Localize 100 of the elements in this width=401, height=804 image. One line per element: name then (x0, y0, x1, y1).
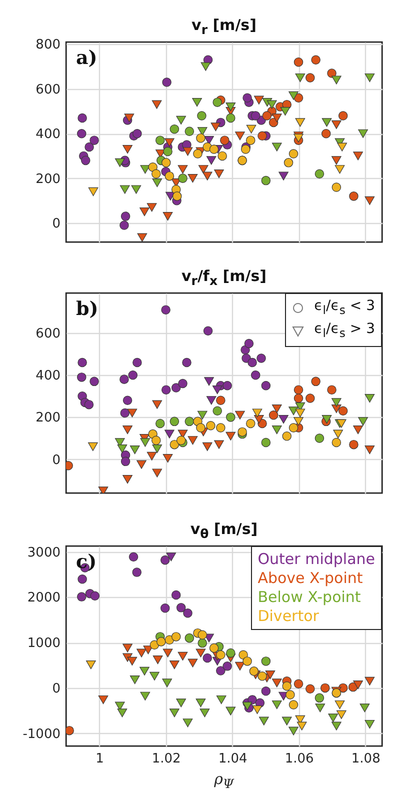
point (246, 124, 256, 134)
point (130, 446, 140, 454)
point (235, 132, 245, 140)
point (332, 76, 342, 84)
point (114, 158, 125, 167)
point (166, 552, 176, 562)
point (288, 726, 298, 736)
point (242, 656, 252, 666)
point (282, 682, 292, 691)
y-tick-label: 800 (36, 38, 60, 53)
point (314, 693, 324, 703)
point (254, 415, 264, 424)
point (178, 430, 188, 438)
point (160, 555, 170, 565)
point (156, 136, 165, 145)
point (196, 133, 206, 143)
point (216, 695, 226, 704)
point (322, 118, 332, 127)
point (272, 426, 282, 434)
point (248, 358, 257, 368)
point (261, 656, 271, 666)
point (77, 372, 86, 382)
point (226, 102, 236, 112)
point (137, 233, 148, 242)
point (130, 675, 140, 684)
point (152, 468, 162, 478)
point (164, 138, 174, 147)
point (156, 418, 165, 428)
point (261, 686, 271, 696)
point (146, 452, 157, 460)
point (178, 165, 188, 174)
point (238, 650, 248, 660)
y-tick-label: 400 (36, 368, 60, 384)
x-tick-label: 1.06 (284, 752, 314, 766)
point (206, 156, 216, 165)
point (216, 650, 226, 660)
point (250, 370, 260, 380)
point (78, 358, 87, 368)
point (120, 185, 130, 194)
point (311, 376, 320, 386)
point (235, 410, 245, 420)
point (265, 670, 276, 680)
point (252, 408, 262, 418)
point (338, 111, 348, 120)
point (272, 404, 282, 414)
point (182, 358, 192, 368)
point (136, 460, 146, 469)
point (132, 568, 142, 577)
point (188, 658, 198, 668)
point (188, 174, 198, 183)
point (349, 440, 358, 450)
point (348, 682, 358, 692)
point (184, 416, 194, 426)
point (353, 152, 363, 160)
point (332, 722, 342, 730)
point (163, 146, 172, 156)
point (182, 718, 193, 728)
point (214, 170, 224, 178)
text: Above X-point (258, 569, 363, 588)
point (90, 376, 99, 386)
point (127, 408, 138, 418)
point (364, 720, 375, 729)
point (117, 708, 128, 718)
point (184, 126, 194, 136)
point (272, 114, 282, 122)
point (117, 444, 128, 454)
point (338, 406, 348, 416)
point (197, 127, 208, 136)
point (212, 386, 222, 394)
annotation: c) (76, 551, 97, 573)
point (282, 716, 292, 726)
point (295, 408, 306, 418)
point (220, 136, 230, 145)
point (202, 172, 212, 180)
point (182, 147, 193, 156)
y-tick-label: 0 (52, 681, 60, 696)
point (136, 648, 146, 658)
point (226, 412, 236, 422)
point (161, 305, 170, 314)
point (86, 660, 96, 670)
y-tick-label: 200 (36, 172, 60, 187)
point (246, 418, 256, 428)
point (320, 683, 330, 693)
point (288, 91, 298, 100)
point (315, 704, 326, 712)
point (122, 396, 132, 405)
point (226, 113, 236, 123)
point (152, 656, 163, 664)
point (284, 158, 294, 168)
point (132, 129, 142, 138)
point (178, 174, 188, 183)
point (358, 129, 368, 138)
point (170, 440, 180, 450)
annotation: a) (76, 47, 98, 69)
point (258, 131, 267, 140)
point (306, 394, 315, 403)
point (124, 114, 134, 122)
y-tick-label: 600 (36, 82, 60, 98)
point (311, 55, 320, 64)
point (268, 410, 278, 420)
